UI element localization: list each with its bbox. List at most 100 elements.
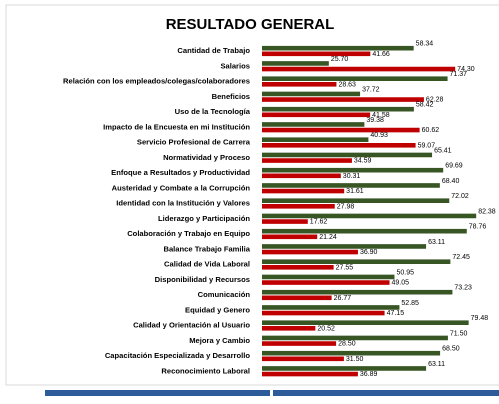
value-label: 34.59	[354, 158, 372, 165]
value-label: 68.40	[442, 178, 460, 185]
value-label: 25.70	[331, 56, 349, 63]
bar	[262, 122, 365, 127]
bar	[262, 371, 358, 377]
category-label: Normatividad y Proceso	[163, 153, 250, 162]
bar	[262, 127, 420, 133]
value-label: 59.07	[418, 142, 436, 149]
value-label: 65.41	[434, 147, 452, 154]
bar	[262, 167, 444, 173]
value-label: 28.50	[338, 341, 356, 348]
bar	[262, 310, 385, 316]
bar	[262, 249, 358, 255]
value-label: 72.02	[451, 193, 469, 200]
value-label: 21.24	[319, 234, 337, 241]
category-label: Disponibilidad y Recursos	[155, 275, 250, 284]
value-label: 68.50	[442, 346, 460, 353]
value-label: 71.37	[450, 71, 468, 78]
value-label: 63.11	[428, 361, 445, 368]
value-label: 28.63	[338, 81, 356, 88]
value-label: 52.85	[401, 300, 419, 307]
bar	[262, 198, 450, 203]
value-label: 41.66	[372, 51, 390, 58]
category-label: Relación con los empleados/colegas/colab…	[63, 77, 250, 86]
category-label: Colaboración y Trabajo en Equipo	[127, 229, 250, 238]
value-label: 63.11	[428, 239, 445, 246]
bar	[262, 326, 316, 331]
category-label: Impacto de la Encuesta en mi Institución	[103, 122, 250, 131]
bar	[262, 350, 441, 356]
category-label: Cantidad de Trabajo	[177, 46, 250, 55]
category-label: Enfoque a Resultados y Productividad	[111, 168, 250, 177]
value-label: 36.89	[360, 371, 378, 378]
bar	[262, 289, 453, 295]
value-label: 82.38	[478, 208, 496, 215]
value-label: 36.90	[360, 249, 378, 256]
value-label: 71.50	[450, 330, 468, 337]
value-label: 49.05	[392, 280, 410, 287]
value-label: 73.23	[454, 285, 472, 292]
bar	[262, 143, 416, 148]
category-label: Capacitación Especializada y Desarrollo	[105, 351, 251, 360]
bar	[262, 265, 334, 270]
bar	[262, 204, 335, 209]
bar	[262, 356, 344, 362]
bar	[262, 76, 448, 81]
value-label: 41.58	[372, 112, 390, 119]
value-label: 58.42	[416, 102, 434, 109]
value-label: 37.72	[362, 86, 380, 93]
value-label: 27.98	[337, 203, 355, 210]
bar	[262, 274, 395, 280]
value-label: 58.34	[416, 41, 434, 48]
category-label: Identidad con la Institución y Valores	[116, 199, 250, 208]
bar	[262, 91, 361, 97]
value-label: 20.52	[317, 325, 335, 332]
value-label: 78.76	[469, 224, 487, 231]
category-label: Salarios	[220, 61, 250, 70]
bar	[262, 341, 337, 346]
category-label: Mejora y Cambio	[189, 336, 250, 345]
bar	[262, 82, 337, 87]
value-label: 74.30	[457, 66, 475, 73]
category-label: Austeridad y Combate a la Corrupción	[112, 183, 251, 192]
value-label: 17.62	[310, 219, 328, 226]
bar	[262, 280, 390, 285]
bar	[262, 183, 440, 188]
bar	[262, 173, 341, 179]
bar	[262, 106, 414, 112]
value-label: 60.62	[422, 127, 440, 134]
bar	[262, 213, 477, 219]
value-label: 27.55	[336, 264, 354, 271]
bar	[262, 335, 448, 341]
bar	[262, 234, 318, 240]
footer-gap	[270, 390, 273, 396]
bar	[262, 61, 329, 66]
bar	[262, 244, 427, 249]
chart-title: RESULTADO GENERAL	[166, 16, 335, 33]
category-label: Comunicación	[198, 290, 251, 299]
category-label: Calidad y Orientación al Usuario	[133, 321, 250, 330]
category-label: Servicio Profesional de Carrera	[137, 138, 251, 147]
value-label: 31.50	[346, 356, 364, 363]
bar	[262, 228, 467, 234]
category-label: Beneficios	[212, 92, 250, 101]
value-label: 40.93	[370, 132, 388, 139]
value-label: 26.77	[334, 295, 352, 302]
value-label: 31.61	[346, 188, 364, 195]
category-label: Uso de la Tecnología	[175, 107, 251, 116]
bar	[262, 295, 332, 301]
category-label: Equidad y Genero	[185, 305, 250, 314]
bar	[262, 188, 345, 194]
bar	[262, 305, 400, 310]
category-label: Balance Trabajo Familia	[163, 244, 250, 253]
value-label: 30.31	[343, 173, 361, 180]
chart-frame	[5, 4, 499, 386]
bar	[262, 51, 371, 57]
bar	[262, 320, 469, 325]
value-label: 47.15	[387, 310, 405, 317]
bar	[262, 97, 424, 102]
category-label: Calidad de Vida Laboral	[164, 260, 250, 269]
bar	[262, 112, 371, 118]
bar	[262, 66, 456, 72]
value-label: 62.28	[426, 97, 444, 104]
value-label: 69.69	[445, 163, 463, 170]
